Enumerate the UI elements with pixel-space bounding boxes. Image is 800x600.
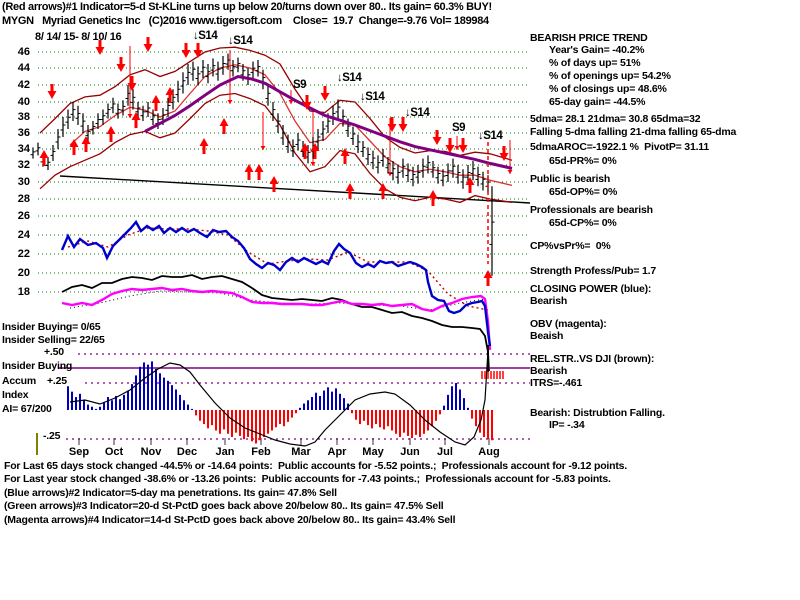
analysis-line: % of openings up= 54.2% <box>549 70 671 82</box>
footer-indicator-line: (Magenta arrows)#4 Indicator=14-d St-Pct… <box>4 513 456 526</box>
month-label: Jul <box>437 446 453 458</box>
ai-minus25-label: -.25 <box>43 430 61 442</box>
price-axis-label: 22 <box>17 248 30 260</box>
analysis-line: Falling 5-dma falling 21-dma falling 65-… <box>530 126 737 138</box>
month-label: Jun <box>400 446 420 458</box>
price-axis-label: 36 <box>17 127 30 139</box>
price-axis-label: 34 <box>17 143 30 155</box>
signal-label: S9 <box>293 79 307 91</box>
month-label: Oct <box>104 446 124 458</box>
index-label: Index <box>2 389 29 401</box>
analysis-line: ITRS=-.461 <box>530 377 582 389</box>
analysis-line: CP%vsPr%= 0% <box>530 240 611 252</box>
analysis-line: % of days up= 51% <box>549 57 641 69</box>
analysis-line: 5dmaAROC=-1922.1 % PivotP= 31.11 <box>530 141 709 153</box>
analysis-line: Bearish <box>530 295 568 307</box>
month-label: Sep <box>68 446 90 458</box>
price-axis-label: 20 <box>17 267 30 279</box>
signal-label: ↓S14 <box>193 30 218 42</box>
analysis-line: Year's Gain= -40.2% <box>549 44 645 56</box>
month-label: Aug <box>478 446 500 458</box>
price-axis-label: 40 <box>17 96 30 108</box>
analysis-line: 65d-PR%= 0% <box>549 155 617 167</box>
signal-label: ↓S14 <box>228 35 253 47</box>
footer-indicator-line: (Blue arrows)#2 Indicator=5-day ma penet… <box>4 486 337 499</box>
ai-plus50-label: +.50 <box>44 346 64 358</box>
insider-buying-count: Insider Buying= 0/65 <box>2 321 101 333</box>
analysis-line: IP= -.34 <box>549 419 585 431</box>
price-axis-label: 26 <box>17 210 30 222</box>
analysis-line: 65d-OP%= 0% <box>549 186 618 198</box>
footer-indicator-line: (Green arrows)#3 Indicator=20-d St-PctD … <box>4 500 444 513</box>
month-label: Dec <box>176 446 198 458</box>
price-axis-label: 46 <box>17 46 30 58</box>
footer-indicator-line: For Last year stock changed -38.6% or -1… <box>4 473 611 486</box>
month-label: Mar <box>291 446 311 458</box>
price-axis-label: 18 <box>17 286 30 298</box>
price-axis-label: 32 <box>17 159 30 171</box>
analysis-line: Professionals are bearish <box>530 204 653 216</box>
analysis-line: REL.STR..VS DJI (brown): <box>530 353 655 365</box>
insider-buying-line-label: Insider Buying <box>2 360 73 372</box>
analysis-line: 65-day gain= -44.5% <box>549 96 646 108</box>
signal-label: ↓S14 <box>478 130 503 142</box>
analysis-line: CLOSING POWER (blue): <box>530 283 652 295</box>
analysis-line: Bearish: Distrubtion Falling. <box>530 407 665 419</box>
indicator1-headline: (Red arrows)#1 Indicator=5-d St-KLine tu… <box>2 1 492 13</box>
ticker-summary: MYGN Myriad Genetics Inc (C)2016 www.tig… <box>2 15 489 27</box>
signal-label: S9 <box>452 122 466 134</box>
month-label: Apr <box>327 446 347 458</box>
analysis-line: OBV (magenta): <box>530 318 607 330</box>
analysis-line: Public is bearish <box>530 173 611 185</box>
month-label: Jan <box>215 446 235 458</box>
analysis-line: 5dma= 28.1 21dma= 30.8 65dma=32 <box>530 113 701 125</box>
signal-label: ↓S14 <box>337 72 362 84</box>
price-axis-label: 28 <box>17 193 30 205</box>
footer-indicator-line: For Last 65 days stock changed -44.5% or… <box>4 460 628 472</box>
accum-label: Accum <box>2 375 37 387</box>
price-axis-label: 42 <box>17 79 30 91</box>
month-label: May <box>362 446 384 458</box>
price-axis-label: 44 <box>17 62 30 74</box>
analysis-line: BEARISH PRICE TREND <box>530 32 648 44</box>
price-axis-label: 38 <box>17 111 30 123</box>
month-label: Nov <box>140 446 162 458</box>
date-range-label: 8/ 14/ 15- 8/ 10/ 16 <box>35 31 122 43</box>
ai-count-label: AI= 67/200 <box>2 403 52 415</box>
month-label: Feb <box>251 446 271 458</box>
price-axis-label: 30 <box>17 176 30 188</box>
analysis-line: Beaish <box>530 330 564 342</box>
price-axis-label: 24 <box>17 229 30 241</box>
analysis-line: % of closings up= 48.6% <box>549 83 667 95</box>
ai-plus25-label: +.25 <box>47 375 67 387</box>
analysis-line: Bearish <box>530 365 568 377</box>
signal-label: ↓S14 <box>360 91 385 103</box>
analysis-line: Strength Profess/Pub= 1.7 <box>530 265 656 277</box>
insider-selling-count: Insider Selling= 22/65 <box>2 334 105 346</box>
analysis-line: 65d-CP%= 0% <box>549 217 617 229</box>
signal-label: ↓S14 <box>405 107 430 119</box>
